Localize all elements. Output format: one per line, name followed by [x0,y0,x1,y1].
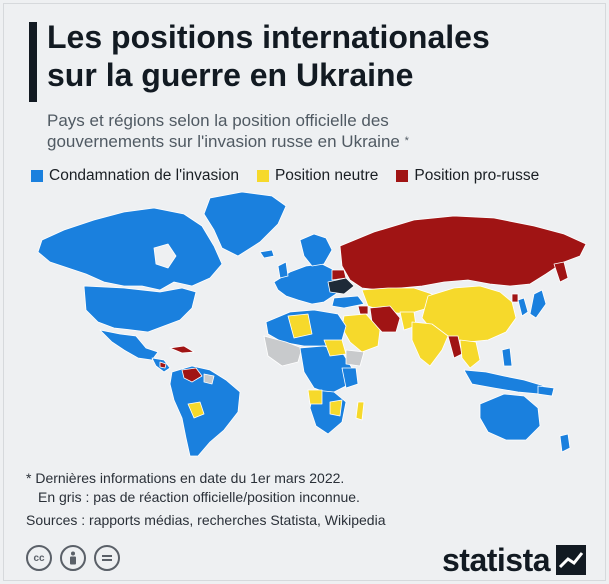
statista-logo[interactable]: statista [442,542,587,578]
region-scandinavia [299,233,333,267]
region-ethiopia [345,349,365,367]
region-new-zealand [559,433,571,453]
region-cuba [169,345,195,354]
region-guyana-area [203,373,215,385]
sources-line: Sources : rapports médias, recherches St… [26,512,386,528]
region-mozambique-zimbabwe [329,399,343,417]
region-north-korea [511,293,519,303]
subtitle-line-2-text: gouvernements sur l'invasion russe en Uk… [47,132,400,151]
title-line-2: sur la guerre en Ukraine [47,57,414,93]
region-australia [479,393,541,441]
page-title: Les positions internationales sur la gue… [47,18,587,94]
region-hudson-bay [153,243,177,269]
region-philippines [501,347,513,367]
region-png [537,385,555,397]
region-india [411,321,449,367]
region-uk [277,261,289,279]
region-indochina [459,339,481,369]
footnote-date: * Dernières informations en date du 1er … [26,470,345,486]
region-greenland [203,191,287,257]
region-venezuela [181,367,203,383]
subtitle: Pays et régions selon la position offici… [47,110,587,152]
region-malaysia-indonesia [463,369,545,395]
legend-swatch-prorussia [396,170,409,182]
legend-item-neutral: Position neutre [256,167,379,185]
region-turkey [331,295,365,309]
region-bolivia [187,401,205,419]
legend-label-condemnation: Condamnation de l'invasion [49,167,239,184]
region-kamchatka [553,261,569,283]
region-korea-japan [517,297,529,317]
region-usa [83,285,197,333]
no-derivatives-icon[interactable] [94,545,120,571]
region-nicaragua [159,361,167,369]
brand-name: statista [442,542,551,578]
footnote-grey: En gris : pas de réaction officielle/pos… [38,489,360,505]
cc-icon[interactable]: cc [26,545,52,571]
region-mexico [99,329,159,361]
subtitle-line-1: Pays et régions selon la position offici… [47,111,389,130]
region-europe [273,263,341,305]
region-east-africa [341,367,359,389]
footnotes: * Dernières informations en date du 1er … [26,469,586,530]
map-legend: Condamnation de l'invasion Position neut… [31,166,557,186]
region-angola [307,389,323,405]
statista-mark-icon [556,545,587,575]
region-madagascar [355,401,365,421]
world-map [37,191,587,457]
region-iceland [259,249,275,259]
region-japan [529,289,547,319]
legend-item-condemnation: Condamnation de l'invasion [31,167,239,185]
legend-label-prorussia: Position pro-russe [414,167,540,184]
subtitle-footnote-mark: * [404,135,409,147]
region-south-america [169,365,241,457]
subtitle-line-2: gouvernements sur l'invasion russe en Uk… [47,131,587,152]
attribution-icon[interactable] [60,545,86,571]
region-russia [339,215,587,291]
region-belarus [331,269,347,281]
title-line-1: Les positions internationales [47,19,490,55]
region-algeria [287,313,313,339]
infographic-card: Les positions internationales sur la gue… [3,3,606,581]
license-icons: cc [26,545,128,571]
legend-item-prorussia: Position pro-russe [396,167,539,185]
legend-label-neutral: Position neutre [274,167,379,184]
region-canada [37,207,223,291]
region-west-africa [263,335,303,367]
legend-swatch-neutral [256,170,269,182]
title-accent-bar [29,22,37,102]
region-syria [357,305,369,315]
legend-swatch-condemnation [31,170,43,182]
